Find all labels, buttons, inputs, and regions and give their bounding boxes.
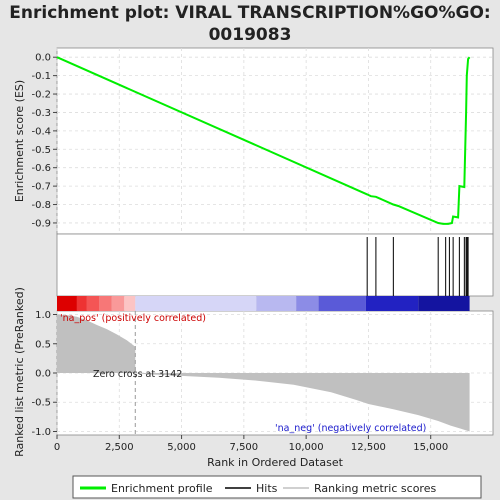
- ranking-color-band: [57, 296, 470, 311]
- ranking-band-segment: [76, 296, 87, 311]
- x-axis-label: Rank in Ordered Dataset: [207, 456, 344, 469]
- ranking-band-segment: [318, 296, 366, 311]
- x-tick-label: 5,000: [167, 442, 196, 453]
- metric-y-axis-label: Ranked list metric (PreRanked): [13, 287, 26, 457]
- metric-y-tick-label: 0.5: [35, 339, 51, 350]
- ranking-band-segment: [135, 296, 257, 311]
- es-y-axis-label: Enrichment score (ES): [13, 80, 26, 202]
- es-y-tick-label: -0.6: [31, 163, 51, 174]
- es-y-tick-label: -0.5: [31, 145, 51, 156]
- enrichment-profile-polyline: [56, 56, 471, 225]
- es-panel: [56, 47, 494, 235]
- x-tick-label: 12,500: [351, 442, 386, 453]
- ranking-band-segment: [57, 296, 77, 311]
- ranking-band-segment: [99, 296, 112, 311]
- zero-cross-label: Zero cross at 3142: [93, 369, 182, 380]
- es-y-tick-label: -0.1: [31, 71, 51, 82]
- chart-title-line-1: Enrichment plot: VIRAL TRANSCRIPTION%GO%…: [9, 3, 490, 23]
- metric-y-tick-label: -0.5: [31, 398, 51, 409]
- x-ticks: 0 2,500 5,000 7,500 10,000 12,500 15,000: [54, 435, 448, 453]
- ranking-band-segment: [124, 296, 136, 311]
- ranking-band-segment: [111, 296, 125, 311]
- es-y-tick-label: -0.7: [31, 182, 51, 193]
- pos-correlated-label: 'na_pos' (positively correlated): [60, 313, 206, 324]
- ranking-band-segment: [256, 296, 297, 311]
- hits-panel: [56, 233, 494, 297]
- metric-y-ticks: 1.0 0.5 0.0 -0.5 -1.0: [31, 310, 57, 438]
- legend-hits-label: Hits: [256, 482, 278, 495]
- metric-y-tick-label: 0.0: [35, 369, 51, 380]
- metric-y-tick-label: -1.0: [31, 427, 51, 438]
- legend-box: [72, 475, 482, 499]
- legend-enrichment-label: Enrichment profile: [111, 482, 213, 495]
- es-y-tick-label: -0.3: [31, 108, 51, 119]
- ranking-metric-fill: [57, 314, 470, 432]
- x-tick-label: 0: [54, 442, 60, 453]
- neg-correlated-label: 'na_neg' (negatively correlated): [275, 423, 426, 434]
- x-tick-label: 10,000: [289, 442, 324, 453]
- chart-title-line-2: 0019083: [209, 25, 292, 45]
- x-tick-label: 2,500: [105, 442, 134, 453]
- es-y-tick-label: -0.9: [31, 218, 51, 229]
- enrichment-profile-line: [56, 56, 471, 225]
- es-y-tick-label: -0.8: [31, 200, 51, 211]
- ranking-band-segment: [418, 296, 470, 311]
- hits-marks: [366, 237, 469, 296]
- ranking-band-segment: [296, 296, 319, 311]
- metric-y-tick-label: 1.0: [35, 310, 51, 321]
- x-tick-label: 7,500: [230, 442, 259, 453]
- ranking-band-segment: [86, 296, 100, 311]
- es-y-tick-label: 0.0: [35, 53, 51, 64]
- es-grid: [56, 48, 493, 234]
- legend-ranking-label: Ranking metric scores: [314, 482, 436, 495]
- es-y-ticks: 0.0 -0.1 -0.2 -0.3 -0.4 -0.5 -0.6 -0.7 -0.8 -0.9: [31, 53, 57, 229]
- ranking-band-segment: [365, 296, 419, 311]
- ranking-metric-area: [57, 314, 470, 432]
- es-y-tick-label: -0.4: [31, 126, 51, 137]
- es-y-tick-label: -0.2: [31, 90, 51, 101]
- x-tick-label: 15,000: [413, 442, 448, 453]
